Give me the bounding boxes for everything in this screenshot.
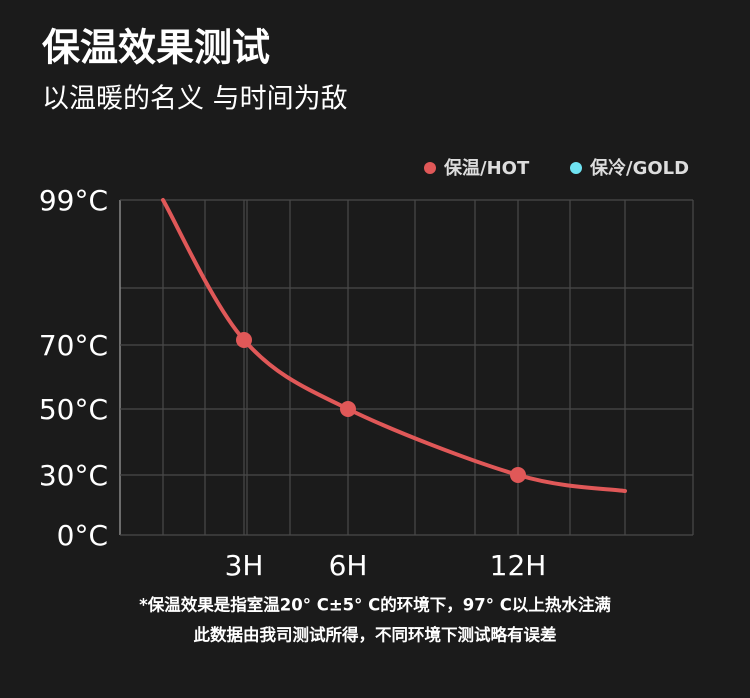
point bbox=[236, 332, 252, 348]
x-tick-label: 6H bbox=[329, 549, 368, 582]
footnote: 此数据由我司测试所得，不同环境下测试略有误差 bbox=[194, 625, 557, 645]
y-tick-label: 0°C bbox=[57, 519, 108, 552]
legend-label: 保温/HOT bbox=[443, 157, 530, 179]
x-tick-label: 3H bbox=[225, 549, 264, 582]
y-tick-label: 50°C bbox=[39, 393, 108, 426]
legend-swatch bbox=[424, 162, 436, 174]
point bbox=[510, 467, 526, 483]
footnote: *保温效果是指室温20° C±5° C的环境下，97° C以上热水注满 bbox=[139, 595, 611, 615]
y-tick-label: 30°C bbox=[39, 459, 108, 492]
point bbox=[340, 401, 356, 417]
legend-swatch bbox=[570, 162, 582, 174]
y-tick-label: 70°C bbox=[39, 329, 108, 362]
chart-subtitle: 以温暖的名义 与时间为敌 bbox=[42, 84, 348, 115]
x-tick-label: 12H bbox=[490, 549, 547, 582]
chart-title: 保温效果测试 bbox=[42, 26, 270, 70]
y-tick-label: 99°C bbox=[39, 184, 108, 217]
legend-label: 保冷/GOLD bbox=[589, 157, 689, 179]
